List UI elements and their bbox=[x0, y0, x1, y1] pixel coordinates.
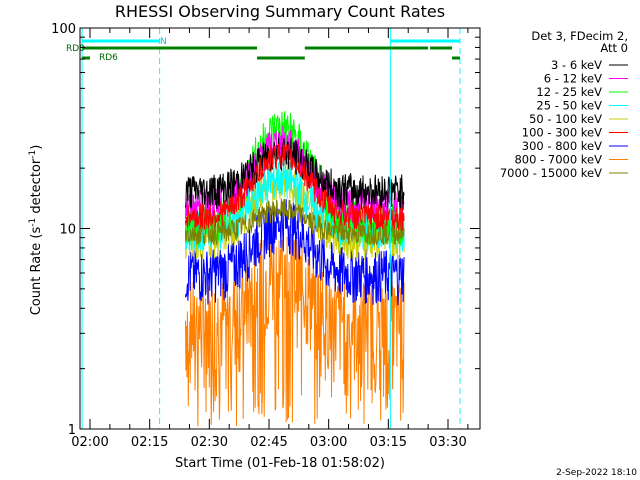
x-tick-label: 02:45 bbox=[250, 435, 287, 450]
x-axis-label: Start Time (01-Feb-18 01:58:02) bbox=[175, 456, 385, 471]
series-line-7 bbox=[185, 233, 405, 427]
legend-label: 7000 - 15000 keV bbox=[500, 166, 602, 180]
y-label-sup-1: -1 bbox=[28, 218, 38, 227]
legend-header-1: Det 3, FDecim 2, bbox=[531, 29, 628, 43]
legend-label: 50 - 100 keV bbox=[529, 112, 602, 126]
series-line-6 bbox=[185, 199, 405, 306]
series-line-5 bbox=[185, 142, 405, 232]
y-label-prefix: Count Rate (s bbox=[29, 227, 44, 316]
rd6-flag-bar bbox=[451, 56, 460, 60]
legend-label: 25 - 50 keV bbox=[536, 99, 602, 113]
series-line-0 bbox=[185, 137, 405, 211]
series-line-2 bbox=[185, 111, 405, 246]
y-tick-label: 1 bbox=[68, 423, 76, 438]
night-flag-bar bbox=[82, 39, 160, 43]
legend-label: 12 - 25 keV bbox=[536, 85, 602, 99]
night-flag-label: N bbox=[160, 37, 167, 47]
rd6-flag-bar bbox=[257, 56, 305, 60]
rd0-flag-bar bbox=[304, 46, 429, 50]
chart-title: RHESSI Observing Summary Count Rates bbox=[115, 2, 445, 21]
flag-layer: N RD0 RD6 bbox=[66, 37, 460, 63]
rd6-flag-bar bbox=[82, 56, 90, 60]
legend-label: 3 - 6 keV bbox=[551, 58, 602, 72]
legend-label: 6 - 12 keV bbox=[544, 72, 602, 86]
night-flag-bar bbox=[390, 39, 460, 43]
series-line-8 bbox=[185, 198, 405, 246]
x-tick-label: 03:15 bbox=[370, 435, 407, 450]
x-tick-label: 02:00 bbox=[71, 435, 108, 450]
footer-date: 2-Sep-2022 18:10 bbox=[556, 468, 637, 478]
legend-header-2: Att 0 bbox=[600, 41, 628, 55]
x-tick-label: 03:00 bbox=[310, 435, 347, 450]
y-label-mid: detector bbox=[29, 158, 44, 218]
rd0-flag-label: RD0 bbox=[66, 44, 85, 54]
legend-label: 800 - 7000 keV bbox=[514, 153, 602, 167]
y-label-suffix: ) bbox=[29, 145, 44, 150]
rd0-flag-bar bbox=[82, 46, 258, 50]
rd0-flag-bar bbox=[430, 46, 452, 50]
y-axis-label: Count Rate (s-1 detector-1) bbox=[28, 145, 44, 316]
x-tick-label: 02:15 bbox=[131, 435, 168, 450]
y-label-sup-2: -1 bbox=[28, 150, 38, 159]
rd6-flag-label: RD6 bbox=[99, 53, 118, 63]
x-tick-label: 02:30 bbox=[191, 435, 228, 450]
x-tick-label: 03:30 bbox=[429, 435, 466, 450]
legend-label: 100 - 300 keV bbox=[522, 126, 602, 140]
y-axis: 1 10 100 bbox=[51, 22, 480, 438]
y-tick-label: 100 bbox=[51, 22, 76, 37]
series-layer bbox=[185, 111, 405, 427]
y-tick-label: 10 bbox=[59, 223, 76, 238]
plot-area: N RD0 RD6 bbox=[66, 27, 481, 430]
legend-label: 300 - 800 keV bbox=[522, 139, 602, 153]
x-axis: 02:00 02:15 02:30 02:45 03:00 03:15 03:30 bbox=[71, 28, 469, 450]
